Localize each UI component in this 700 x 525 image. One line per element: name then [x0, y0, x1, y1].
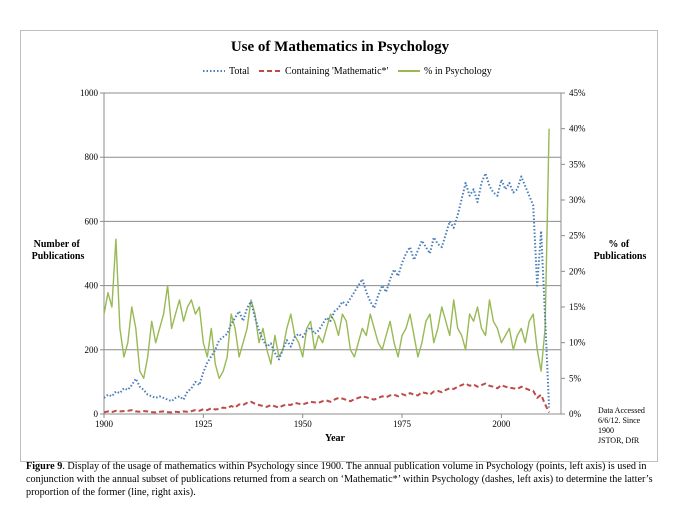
chart: Use of Mathematics in Psychology Total C…: [32, 39, 647, 445]
y-right-tick-label: 0%: [569, 409, 582, 419]
x-tick-label: 2000: [492, 419, 511, 429]
y-axis-left-title-line2: Publications: [32, 251, 85, 262]
y-left-tick-label: 1000: [80, 88, 99, 98]
y-axis-right-ticks: 0% 5% 10% 15% 20% 25% 30% 35% 40% 45%: [561, 88, 586, 419]
series-line-1: [103, 382, 550, 414]
y-left-tick-label: 0: [94, 409, 99, 419]
y-axis-left-ticks: 0 200 400 600 800 1000: [80, 88, 104, 419]
x-tick-label: 1975: [393, 419, 412, 429]
y-right-tick-label: 30%: [569, 195, 586, 205]
svg-text:Data Accessed 6/6/12. Si: Data Accessed 6/6/12. Since 1900 JSTOR, …: [598, 406, 647, 445]
y-axis-left-title-line1: Number of: [34, 239, 81, 250]
y-axis-right-title: % of Publications: [594, 239, 647, 262]
y-right-tick-label: 20%: [569, 266, 586, 276]
legend-label-percent: % in Psychology: [424, 66, 492, 77]
y-left-tick-label: 800: [85, 152, 99, 162]
y-right-tick-label: 35%: [569, 159, 586, 169]
figure-caption: Figure 9. Display of the usage of mathem…: [26, 460, 682, 500]
series-layer: [103, 128, 551, 414]
y-axis-right-title-line1: % of: [608, 239, 630, 250]
y-right-tick-label: 45%: [569, 88, 586, 98]
y-right-tick-label: 5%: [569, 373, 582, 383]
y-left-tick-label: 200: [85, 345, 99, 355]
note-line4: JSTOR, DfR: [598, 436, 640, 445]
x-tick-label: 1950: [294, 419, 313, 429]
caption-text: . Display of the usage of mathematics wi…: [26, 461, 653, 499]
x-axis-ticks: 1900 1925 1950 1975 2000: [95, 414, 511, 429]
data-source-note: Data Accessed 6/6/12. Since 1900 JSTOR, …: [598, 406, 647, 445]
series-line-2: [103, 128, 550, 379]
figure-label: Figure 9: [26, 461, 63, 472]
legend-label-total: Total: [229, 66, 250, 77]
legend-label-mathematic: Containing 'Mathematic*': [285, 66, 389, 77]
legend: Total Containing 'Mathematic*' % in Psyc…: [203, 66, 492, 77]
note-line1: Data Accessed: [598, 406, 645, 415]
x-tick-label: 1900: [95, 419, 114, 429]
y-left-tick-label: 600: [85, 216, 99, 226]
y-right-tick-label: 10%: [569, 338, 586, 348]
y-right-tick-label: 40%: [569, 124, 586, 134]
axes: [103, 93, 562, 415]
y-right-tick-label: 15%: [569, 302, 586, 312]
x-axis-title: Year: [325, 433, 346, 444]
chart-title: Use of Mathematics in Psychology: [231, 39, 450, 55]
note-line3: 1900: [598, 426, 614, 435]
y-axis-right-title-line2: Publications: [594, 251, 647, 262]
y-axis-left-title: Number of Publications: [32, 239, 85, 262]
gridlines: [104, 92, 561, 351]
y-left-tick-label: 400: [85, 281, 99, 291]
y-right-tick-label: 25%: [569, 231, 586, 241]
note-line2: 6/6/12. Since: [598, 416, 641, 425]
x-tick-label: 1925: [194, 419, 213, 429]
series-line-0: [103, 172, 551, 408]
